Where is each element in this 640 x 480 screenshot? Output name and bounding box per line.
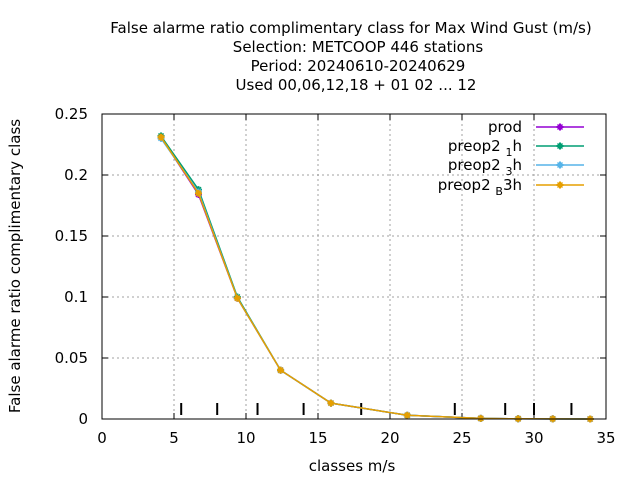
title-line-2: Selection: METCOOP 446 stations	[233, 38, 484, 56]
x-tick-label: 35	[596, 429, 615, 447]
title-line-4: Used 00,06,12,18 + 01 02 ... 12	[236, 76, 477, 94]
class-markers	[180, 403, 573, 415]
y-axis-label: False alarme ratio complimentary class	[6, 119, 24, 413]
series-prod	[157, 133, 594, 423]
x-tick-label: 20	[380, 429, 399, 447]
series-line	[160, 135, 591, 420]
data-point	[556, 181, 564, 189]
data-point	[327, 400, 334, 407]
series-line	[160, 137, 591, 420]
data-point	[234, 295, 241, 302]
legend-label: preop2 3h	[448, 156, 522, 178]
series-line	[160, 136, 591, 420]
plot-frame	[101, 113, 607, 420]
data-point	[556, 142, 564, 150]
x-tick-label: 30	[524, 429, 543, 447]
x-tick-label: 5	[169, 429, 179, 447]
x-axis-label: classes m/s	[309, 457, 396, 475]
y-tick-label: 0.2	[64, 166, 88, 184]
y-tick-label: 0.15	[55, 227, 88, 245]
x-tick-label: 15	[308, 429, 327, 447]
series-preop2-3-h	[157, 134, 594, 423]
data-point	[195, 190, 202, 197]
title-line-3: Period: 20240610-20240629	[251, 57, 466, 75]
chart-title: False alarme ratio complimentary class f…	[110, 19, 591, 94]
data-point	[404, 412, 411, 419]
y-tick-label: 0.05	[55, 349, 88, 367]
grid	[102, 114, 606, 419]
legend-label: preop2 B3h	[438, 176, 522, 198]
data-point	[556, 123, 564, 131]
data-point	[277, 367, 284, 374]
legend-label: preop2 1h	[448, 137, 522, 159]
series-preop2-B-3h	[157, 133, 594, 423]
y-ticks: 0 0.05 0.1 0.15 0.2 0.25	[55, 105, 606, 428]
data-point	[158, 134, 165, 141]
legend-label: prod	[488, 118, 522, 136]
y-tick-label: 0.1	[64, 288, 88, 306]
data-point	[477, 415, 484, 422]
title-line-1: False alarme ratio complimentary class f…	[110, 19, 591, 37]
y-tick-label: 0.25	[55, 105, 88, 123]
series-line	[160, 136, 591, 420]
x-tick-label: 25	[452, 429, 471, 447]
series-preop2-1-h	[157, 132, 594, 423]
series-lines	[157, 132, 594, 423]
x-tick-label: 0	[97, 429, 107, 447]
x-tick-label: 10	[236, 429, 255, 447]
x-ticks: 0 5 10 15 20 25 30 35	[97, 114, 616, 447]
data-point	[556, 161, 564, 169]
y-tick-label: 0	[78, 410, 88, 428]
